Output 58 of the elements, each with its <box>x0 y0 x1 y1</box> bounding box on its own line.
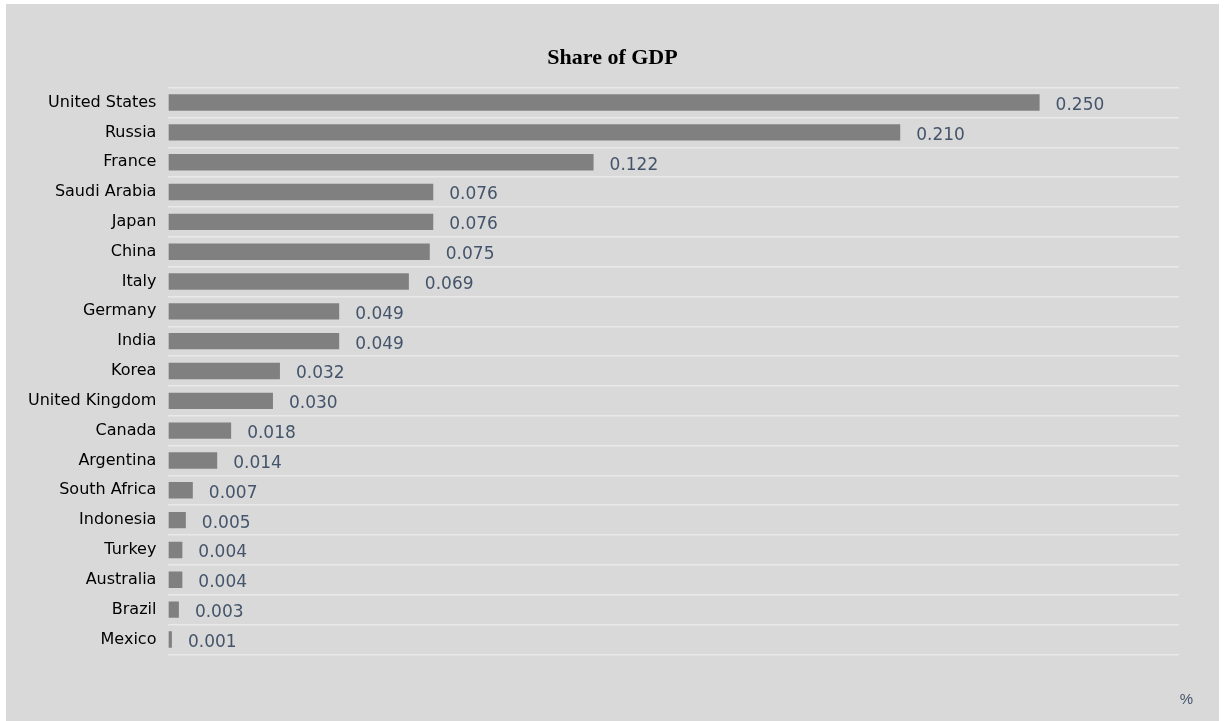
y-tick-label: India <box>117 330 157 350</box>
data-label: 0.122 <box>609 153 659 174</box>
data-label: 0.005 <box>201 511 251 532</box>
bar <box>168 213 434 231</box>
data-label: 0.049 <box>355 302 404 323</box>
text: % <box>1179 690 1193 707</box>
bar <box>168 452 218 469</box>
data-label: 0.001 <box>187 630 237 651</box>
bar <box>168 601 179 618</box>
bar <box>168 392 273 410</box>
data-label: 0.032 <box>295 362 345 383</box>
bar <box>168 332 340 350</box>
y-tick-label: Germany <box>82 300 157 320</box>
bar <box>168 571 183 589</box>
bar <box>168 183 434 201</box>
y-tick-label: Canada <box>95 419 157 439</box>
y-tick-label: Argentina <box>78 449 157 469</box>
y-tick-label: Korea <box>111 360 157 380</box>
bar <box>168 362 280 380</box>
data-label: 0.014 <box>233 451 282 472</box>
data-label: 0.069 <box>424 272 474 293</box>
data-label: 0.076 <box>449 213 498 234</box>
y-tick-label: South Africa <box>59 479 157 499</box>
data-label: 0.007 <box>208 481 258 502</box>
data-label: 0.210 <box>916 123 965 144</box>
bar <box>168 243 430 260</box>
y-tick-label: Russia <box>104 121 157 141</box>
y-tick-label: France <box>103 151 157 171</box>
y-tick-label: Italy <box>121 270 157 290</box>
y-tick-label: Mexico <box>100 628 157 648</box>
bar <box>168 511 186 529</box>
bar <box>168 303 340 320</box>
data-label: 0.030 <box>288 392 338 413</box>
data-label: 0.003 <box>194 601 244 622</box>
bar <box>168 153 594 171</box>
y-tick-label: Brazil <box>111 598 157 618</box>
chart-title: Share of GDP <box>546 44 679 70</box>
y-tick-label: Australia <box>85 568 157 588</box>
data-label: 0.076 <box>449 183 498 204</box>
bar <box>168 482 193 499</box>
y-tick-label: United Kingdom <box>28 389 157 409</box>
bar <box>168 541 183 559</box>
y-tick-label: United States <box>48 91 157 111</box>
y-tick-label: Saudi Arabia <box>54 181 157 201</box>
bar <box>168 94 1040 111</box>
data-label: 0.075 <box>445 243 495 264</box>
data-label: 0.049 <box>355 332 404 353</box>
y-tick-label: China <box>110 240 157 260</box>
bar <box>168 273 409 290</box>
data-label: 0.004 <box>198 541 248 562</box>
y-tick-label: Japan <box>110 211 157 230</box>
data-label: 0.004 <box>198 571 248 592</box>
bar <box>168 422 232 439</box>
y-tick-label: Indonesia <box>79 509 157 529</box>
y-tick-label: Turkey <box>103 539 157 559</box>
bar <box>168 124 901 141</box>
data-label: 0.018 <box>247 422 296 443</box>
data-label: 0.250 <box>1055 93 1105 114</box>
